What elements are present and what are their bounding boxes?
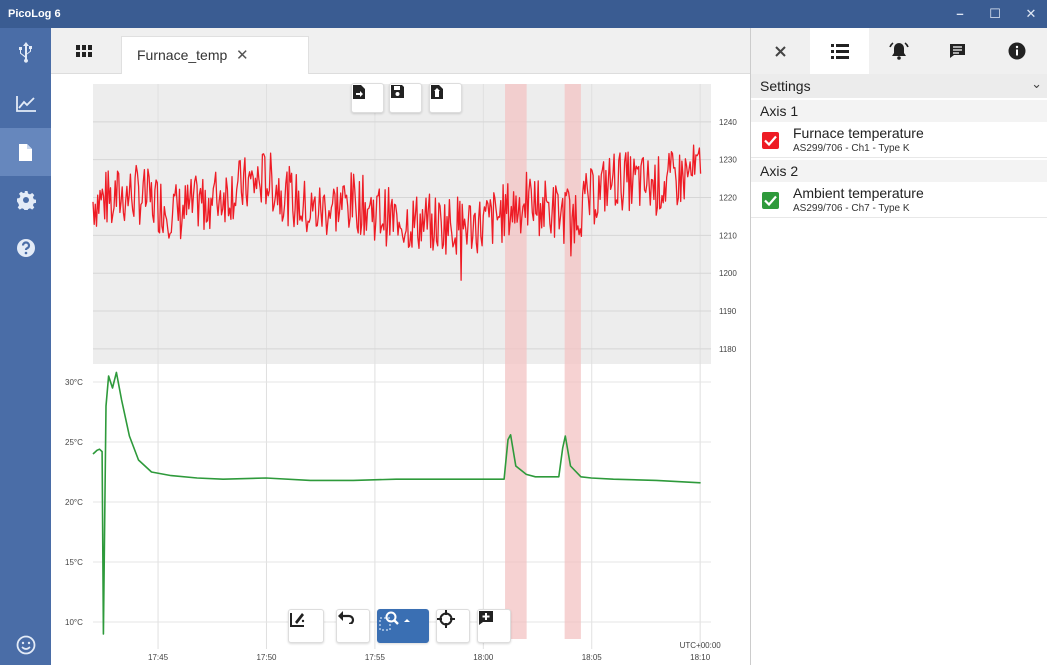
crosshair-button[interactable]	[436, 609, 470, 643]
save-icon	[391, 85, 404, 98]
x-tick-label: 17:55	[365, 653, 386, 662]
settings-label: Settings	[760, 78, 811, 94]
grid-icon	[76, 45, 92, 57]
add-note-button[interactable]	[477, 609, 511, 643]
axis1-label: Axis 1	[760, 103, 799, 119]
undo-button[interactable]	[336, 609, 370, 643]
axis2-tick-label: 30°C	[65, 378, 83, 387]
channel-detail: AS299/706 - Ch7 - Type K	[793, 203, 910, 214]
channel-item-ambient[interactable]: Ambient temperature AS299/706 - Ch7 - Ty…	[751, 182, 1047, 218]
save-button[interactable]	[389, 83, 422, 113]
annotation-span	[505, 84, 527, 639]
channel-checkbox-ambient[interactable]	[762, 192, 779, 209]
sidebar-item-feedback[interactable]	[0, 624, 51, 666]
axis2-tick-label: 20°C	[65, 498, 83, 507]
sidebar-item-graph[interactable]	[0, 80, 51, 128]
title-bar: PicoLog 6 – ☐ ✕	[0, 0, 1047, 28]
close-icon	[775, 45, 786, 57]
sidebar-item-devices[interactable]	[0, 28, 51, 76]
maximize-button[interactable]: ☐	[989, 6, 1001, 21]
channel-checkbox-furnace[interactable]	[762, 132, 779, 149]
sidebar-item-help[interactable]	[0, 224, 51, 272]
app-title: PicoLog 6	[8, 8, 61, 20]
zoom-icon	[379, 611, 410, 631]
sidebar-item-settings[interactable]	[0, 176, 51, 224]
help-icon	[16, 239, 35, 257]
channel-name: Ambient temperature	[793, 185, 924, 201]
export-file-button[interactable]	[351, 83, 384, 113]
channel-item-furnace[interactable]: Furnace temperature AS299/706 - Ch1 - Ty…	[751, 122, 1047, 158]
alarm-bell-icon	[888, 42, 909, 60]
check-icon	[764, 195, 777, 207]
channel-list-icon	[830, 43, 849, 59]
file-icon	[19, 143, 32, 161]
crosshair-icon	[437, 610, 455, 628]
panel-tabs	[751, 28, 1047, 74]
undo-icon	[338, 611, 355, 624]
x-tick-label: 18:05	[582, 653, 603, 662]
axis1-plot-background	[93, 84, 711, 364]
usb-icon	[18, 42, 32, 63]
zoom-button[interactable]	[377, 609, 429, 643]
notes-icon	[950, 44, 965, 58]
tab-close-panel[interactable]	[751, 28, 810, 74]
tab-close-button[interactable]: ✕	[236, 47, 249, 64]
settings-header[interactable]: Settings ⌄	[751, 74, 1047, 98]
close-window-button[interactable]: ✕	[1025, 6, 1037, 21]
annotate-icon	[290, 613, 305, 627]
export-file-icon	[353, 85, 365, 99]
x-tick-label: 18:10	[690, 653, 711, 662]
chart-line-icon	[15, 96, 36, 112]
tab-info[interactable]	[987, 28, 1046, 74]
timezone-label: UTC+00:00	[680, 641, 722, 650]
add-note-icon	[479, 611, 493, 625]
dual-axis-line-chart[interactable]: 1240 1230 1220 1210 1200 1190 1180 30°C 25°C 20°C…	[51, 74, 750, 665]
graph-area[interactable]: 1240 1230 1220 1210 1200 1190 1180 30°C 25°C 20°C…	[51, 74, 750, 665]
axis2-tick-label: 10°C	[65, 618, 83, 627]
minimize-button[interactable]: –	[956, 6, 964, 21]
x-tick-label: 17:50	[256, 653, 277, 662]
tab-channels[interactable]	[810, 28, 869, 74]
check-icon	[764, 135, 777, 147]
export-data-button[interactable]	[429, 83, 462, 113]
annotation-span	[564, 84, 581, 639]
grid-view-button[interactable]	[76, 44, 92, 62]
x-tick-label: 17:45	[148, 653, 169, 662]
axis1-tick-label: 1220	[719, 194, 737, 203]
gear-icon	[16, 191, 36, 210]
axis1-tick-label: 1230	[719, 156, 737, 165]
axis1-tick-label: 1180	[719, 345, 737, 354]
axis2-header: Axis 2	[751, 160, 1047, 182]
sidebar	[0, 28, 51, 665]
tab-bar: Furnace_temp ✕	[51, 28, 750, 74]
axis2-tick-label: 15°C	[65, 558, 83, 567]
tab-label: Furnace_temp	[137, 47, 228, 63]
sidebar-item-file[interactable]	[0, 128, 51, 176]
tab-notes[interactable]	[928, 28, 987, 74]
info-icon	[1008, 42, 1025, 60]
channel-panel: Settings ⌄ Axis 1 Furnace temperature AS…	[750, 28, 1047, 665]
export-data-icon	[431, 85, 443, 99]
chevron-down-icon: ⌄	[1031, 76, 1042, 91]
annotate-button[interactable]	[288, 609, 324, 643]
x-tick-label: 18:00	[473, 653, 494, 662]
axis1-tick-label: 1240	[719, 118, 737, 127]
axis1-tick-label: 1190	[719, 307, 737, 316]
axis2-label: Axis 2	[760, 163, 799, 179]
series-line	[92, 371, 701, 635]
axis2-tick-label: 25°C	[65, 438, 83, 447]
channel-name: Furnace temperature	[793, 125, 924, 141]
tab-alarms[interactable]	[869, 28, 928, 74]
smiley-icon	[16, 635, 35, 655]
axis1-header: Axis 1	[751, 100, 1047, 122]
tab-furnace-temp[interactable]: Furnace_temp ✕	[121, 36, 309, 74]
axis1-tick-label: 1200	[719, 269, 737, 278]
axis1-tick-label: 1210	[719, 231, 737, 240]
series-line	[92, 144, 702, 281]
channel-detail: AS299/706 - Ch1 - Type K	[793, 143, 910, 154]
